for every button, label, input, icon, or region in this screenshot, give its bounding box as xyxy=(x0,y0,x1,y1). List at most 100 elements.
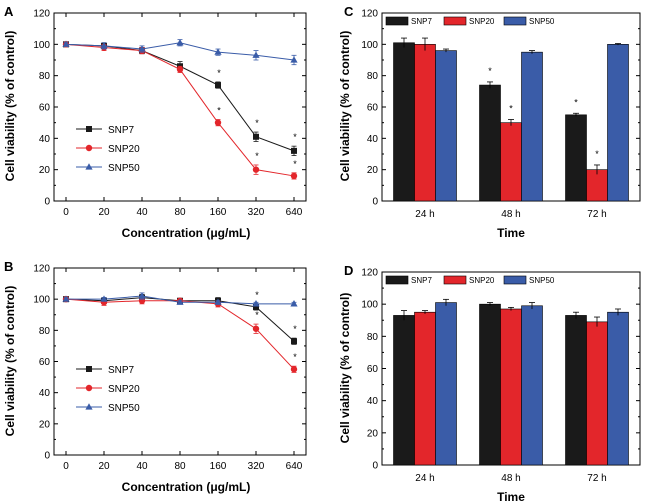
y-tick-label: 0 xyxy=(44,451,50,462)
significance-star: * xyxy=(255,151,259,161)
series-snp50 xyxy=(62,292,298,307)
y-tick-label: 80 xyxy=(367,332,379,343)
x-tick-label: 640 xyxy=(286,207,303,218)
legend-swatch xyxy=(443,275,467,285)
bar-snp7 xyxy=(479,303,501,466)
x-tick-label: 20 xyxy=(98,207,110,218)
x-tick-label: 72 h xyxy=(587,209,606,220)
x-tick-label: 72 h xyxy=(587,473,606,484)
data-point-snp50 xyxy=(252,300,260,307)
legend-item-snp50: SNP50 xyxy=(76,163,140,174)
bar-snp20 xyxy=(414,311,436,466)
significance-star: * xyxy=(255,290,259,300)
bar-snp7 xyxy=(565,315,587,466)
legend-item-snp7: SNP7 xyxy=(76,125,135,136)
legend-item-snp7: SNP7 xyxy=(385,16,432,26)
data-point-snp20 xyxy=(214,119,222,126)
series-snp7 xyxy=(63,41,297,156)
series-line-snp20 xyxy=(65,298,295,370)
y-tick-label: 20 xyxy=(39,165,51,176)
legend-item-snp20: SNP20 xyxy=(443,275,495,285)
y-tick-label: 60 xyxy=(367,103,379,114)
panel-letter: D xyxy=(344,263,353,278)
x-tick-label: 160 xyxy=(210,461,227,472)
data-point-snp20 xyxy=(176,66,184,73)
y-axis-title: Cell viability (% of control) xyxy=(3,286,17,437)
data-point-snp7 xyxy=(253,303,259,310)
y-tick-label: 120 xyxy=(33,264,50,275)
data-point-snp50 xyxy=(290,56,298,63)
series-snp20 xyxy=(62,295,298,373)
legend-item-snp50: SNP50 xyxy=(503,275,555,285)
series-snp20 xyxy=(414,306,608,466)
x-axis-title: Concentration (μg/mL) xyxy=(122,480,251,494)
x-tick-label: 640 xyxy=(286,461,303,472)
x-tick-label: 0 xyxy=(63,207,69,218)
significance-star: * xyxy=(293,159,297,169)
panel-letter: C xyxy=(344,4,354,19)
y-axis-title: Cell viability (% of control) xyxy=(3,31,17,182)
legend-item-snp7: SNP7 xyxy=(76,365,135,376)
significance-star: * xyxy=(255,310,259,320)
data-point-snp20 xyxy=(290,172,298,180)
y-tick-label: 40 xyxy=(39,388,51,399)
significance-star: * xyxy=(255,118,259,128)
data-point-snp50 xyxy=(100,295,108,302)
series-snp50 xyxy=(435,43,629,202)
y-tick-label: 60 xyxy=(367,364,379,375)
data-point-snp50 xyxy=(138,292,146,299)
significance-star: * xyxy=(293,132,297,142)
legend-item-snp20: SNP20 xyxy=(76,144,140,155)
bar-snp20 xyxy=(414,44,436,202)
data-point-snp50 xyxy=(176,38,184,46)
y-tick-label: 120 xyxy=(33,9,50,20)
panel-c: C 0 20 40 60 80 100 120 Time Cell viability (% of… xyxy=(338,4,641,240)
y-tick-label: 120 xyxy=(361,9,378,20)
x-axis-title: Concentration (μg/mL) xyxy=(122,226,251,240)
data-point-snp50 xyxy=(290,300,298,307)
y-tick-label: 100 xyxy=(361,300,378,311)
x-tick-label: 160 xyxy=(210,207,227,218)
bar-snp20 xyxy=(586,321,608,466)
y-tick-label: 0 xyxy=(44,197,50,208)
data-point-snp50 xyxy=(62,295,70,302)
x-tick-label: 20 xyxy=(98,461,110,472)
y-tick-label: 60 xyxy=(39,103,51,114)
legend-item-snp20: SNP20 xyxy=(443,16,495,26)
significance-star: * xyxy=(574,97,578,107)
bar-snp50 xyxy=(435,50,457,202)
y-tick-label: 20 xyxy=(39,419,51,430)
y-tick-label: 20 xyxy=(367,165,379,176)
x-tick-label: 320 xyxy=(248,461,265,472)
series-line-snp7 xyxy=(65,43,295,152)
panel-letter: A xyxy=(4,4,14,19)
y-tick-label: 0 xyxy=(372,461,378,472)
legend-marker xyxy=(85,144,93,152)
data-point-snp7 xyxy=(291,338,297,345)
legend-label: SNP7 xyxy=(411,17,432,26)
y-tick-label: 0 xyxy=(372,197,378,208)
x-tick-label: 40 xyxy=(136,207,148,218)
bar-snp50 xyxy=(521,305,543,466)
legend-swatch xyxy=(443,16,467,26)
y-tick-label: 40 xyxy=(39,134,51,145)
data-point-snp7 xyxy=(253,133,259,140)
legend-marker xyxy=(86,366,92,372)
y-tick-label: 100 xyxy=(33,40,50,51)
data-point-snp20 xyxy=(290,366,298,373)
panel-d: D 0 20 40 60 80 100 120 Time Cell viability (% of… xyxy=(338,263,641,504)
legend-item-snp7: SNP7 xyxy=(385,275,432,285)
x-axis-title: Time xyxy=(497,490,525,504)
series-snp50 xyxy=(435,298,629,466)
legend-label: SNP50 xyxy=(529,17,555,26)
y-tick-label: 40 xyxy=(367,134,379,145)
x-tick-label: 48 h xyxy=(501,473,520,484)
data-point-snp50 xyxy=(176,298,184,305)
panel-b: B 0 20 40 60 80 100 120 Concentration (μg/mL) Cel… xyxy=(3,259,307,494)
x-tick-label: 40 xyxy=(136,461,148,472)
bar-snp50 xyxy=(607,44,629,202)
legend-marker xyxy=(85,163,93,170)
legend-marker xyxy=(85,384,93,392)
x-tick-label: 24 h xyxy=(415,473,434,484)
